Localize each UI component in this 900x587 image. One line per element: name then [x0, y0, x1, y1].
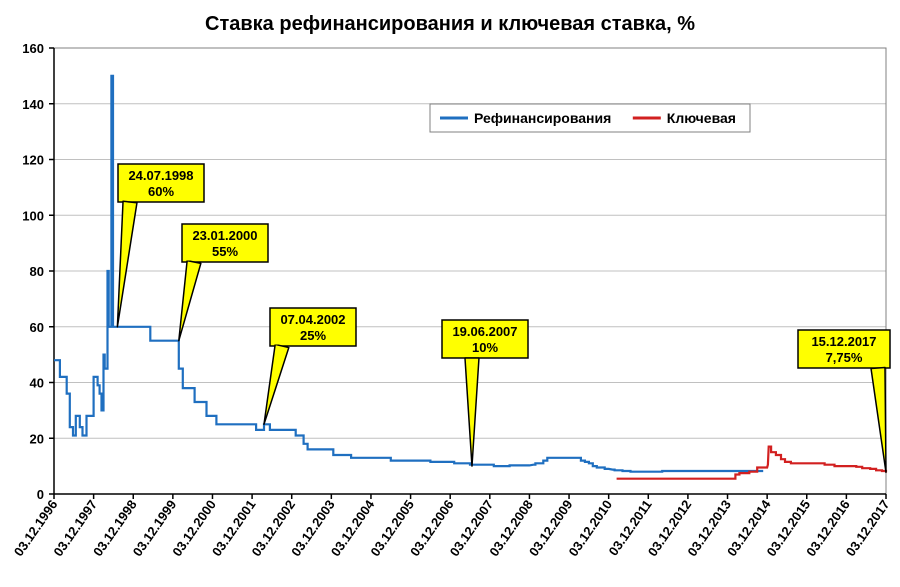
legend-label: Ключевая — [667, 110, 736, 126]
y-tick-label: 140 — [22, 97, 44, 112]
y-tick-label: 0 — [37, 487, 44, 502]
callout-text: 07.04.2002 — [280, 312, 345, 327]
y-tick-label: 20 — [30, 431, 44, 446]
y-tick-label: 40 — [30, 376, 44, 391]
y-tick-label: 120 — [22, 153, 44, 168]
callout-text: 19.06.2007 — [452, 324, 517, 339]
y-tick-label: 80 — [30, 264, 44, 279]
callout-text: 23.01.2000 — [192, 228, 257, 243]
chart-title: Ставка рефинансирования и ключевая ставк… — [205, 13, 695, 35]
y-tick-label: 100 — [22, 208, 44, 223]
callout-text: 24.07.1998 — [128, 168, 193, 183]
callout-text: 10% — [472, 340, 498, 355]
callout-text: 60% — [148, 184, 174, 199]
callout-text: 15.12.2017 — [811, 334, 876, 349]
rate-line-chart: Ставка рефинансирования и ключевая ставк… — [0, 0, 900, 587]
callout-text: 55% — [212, 244, 238, 259]
callout-text: 7,75% — [826, 350, 863, 365]
legend: Рефинансирования Ключевая — [430, 104, 750, 132]
legend-label: Рефинансирования — [474, 110, 611, 126]
callout-text: 25% — [300, 328, 326, 343]
y-tick-label: 60 — [30, 320, 44, 335]
y-tick-label: 160 — [22, 41, 44, 56]
